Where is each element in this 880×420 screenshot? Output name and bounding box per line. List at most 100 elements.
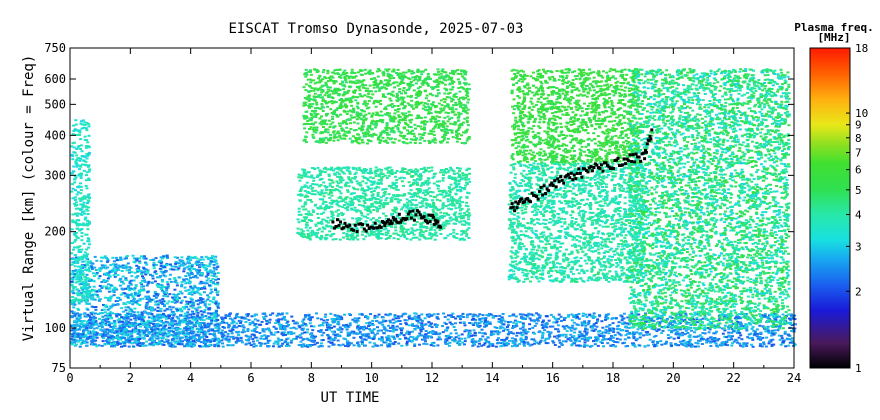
echo-mark — [111, 303, 115, 306]
echo-mark — [451, 316, 455, 318]
echo-mark — [97, 325, 101, 328]
echo-mark — [73, 340, 77, 343]
echo-mark — [353, 317, 357, 320]
echo-mark — [334, 334, 337, 337]
echo-mark — [178, 297, 181, 300]
echo-mark — [163, 305, 166, 308]
echo-mark — [204, 326, 207, 329]
echo-mark — [397, 317, 401, 320]
echo-mark — [450, 316, 453, 319]
echo-mark — [178, 328, 182, 331]
echo-mark — [90, 313, 94, 316]
echo-mark — [310, 344, 314, 346]
echo-mark — [573, 331, 576, 334]
echo-mark — [196, 311, 200, 314]
echo-mark — [149, 321, 153, 324]
echo-mark — [424, 330, 428, 332]
echo-mark — [684, 312, 688, 315]
echo-mark — [212, 296, 216, 299]
echo-mark — [171, 317, 175, 319]
echo-mark — [292, 326, 296, 329]
echo-mark — [596, 336, 600, 339]
echo-mark — [275, 319, 279, 322]
echo-mark — [789, 313, 793, 316]
echo-mark — [445, 89, 448, 92]
echo-mark — [626, 322, 629, 325]
echo-mark — [239, 339, 243, 342]
echo-mark — [112, 260, 116, 263]
echo-mark — [200, 328, 204, 331]
echo-mark — [524, 338, 528, 341]
echo-mark — [252, 345, 256, 348]
echo-mark — [181, 306, 185, 309]
echo-mark — [205, 306, 209, 309]
echo-mark — [557, 330, 561, 333]
echo-mark — [140, 283, 144, 286]
echo-mark — [158, 299, 162, 302]
echo-mark — [224, 338, 228, 341]
echo-mark — [178, 336, 182, 339]
echo-mark — [415, 336, 419, 339]
echo-mark — [524, 337, 528, 339]
echo-mark — [543, 329, 547, 332]
echo-mark — [712, 332, 716, 335]
echo-mark — [430, 322, 433, 325]
echo-mark — [557, 335, 561, 338]
echo-mark — [577, 344, 581, 347]
echo-mark — [229, 335, 233, 338]
echo-mark — [106, 332, 110, 335]
echo-mark — [94, 269, 98, 272]
echo-mark — [782, 339, 786, 342]
echo-mark — [204, 315, 208, 317]
echo-mark — [156, 322, 160, 325]
echo-mark — [214, 275, 218, 278]
echo-mark — [76, 319, 80, 322]
echo-mark — [577, 313, 581, 315]
echo-mark — [168, 278, 172, 281]
echo-mark — [745, 329, 749, 332]
echo-mark — [80, 150, 84, 153]
echo-mark — [201, 272, 204, 275]
echo-mark — [210, 291, 214, 293]
echo-mark — [79, 185, 83, 188]
echo-mark — [142, 329, 146, 332]
echo-mark — [74, 270, 78, 272]
echo-mark — [188, 265, 191, 268]
echo-mark — [440, 129, 444, 131]
echo-mark — [178, 341, 182, 344]
echo-mark — [80, 213, 84, 216]
echo-mark — [153, 318, 156, 321]
echo-mark — [262, 330, 266, 333]
echo-mark — [657, 317, 661, 320]
echo-mark — [707, 331, 711, 334]
echo-mark — [667, 324, 671, 327]
echo-mark — [100, 329, 104, 332]
echo-mark — [81, 197, 85, 200]
echo-mark — [253, 328, 257, 330]
echo-mark — [478, 318, 482, 320]
echo-mark — [303, 323, 307, 325]
echo-mark — [171, 330, 175, 333]
echo-mark — [79, 267, 83, 269]
echo-mark — [154, 328, 158, 330]
echo-mark — [105, 328, 109, 331]
echo-mark — [132, 288, 136, 291]
echo-mark — [214, 316, 218, 319]
echo-mark — [82, 296, 86, 299]
echo-mark — [678, 321, 682, 324]
echo-mark — [393, 315, 397, 318]
echo-mark — [793, 314, 797, 317]
echo-mark — [423, 338, 426, 341]
echo-mark — [110, 345, 113, 348]
echo-mark — [175, 294, 179, 297]
echo-mark — [119, 332, 123, 335]
echo-mark — [191, 331, 195, 334]
echo-mark — [79, 144, 83, 147]
echo-mark — [188, 302, 192, 305]
echo-mark — [159, 310, 163, 313]
echo-mark — [128, 287, 132, 290]
echo-mark — [377, 313, 381, 316]
echo-mark — [619, 334, 623, 337]
echo-mark — [327, 340, 331, 343]
echo-mark — [70, 228, 74, 231]
